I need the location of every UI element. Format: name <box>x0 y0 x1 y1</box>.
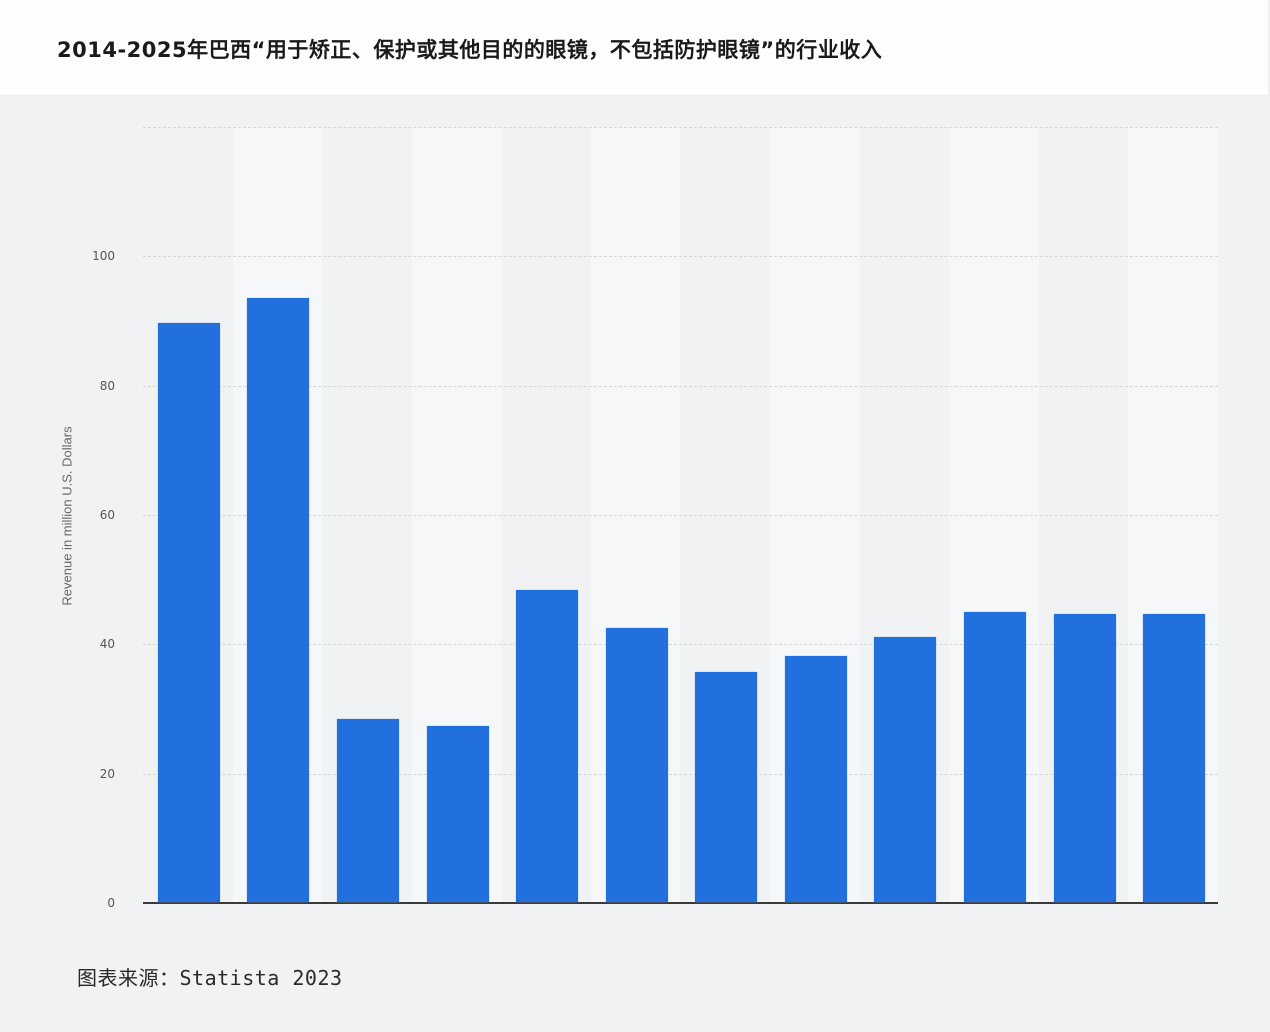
bar-2021[interactable] <box>784 655 847 902</box>
gridline <box>143 515 1218 516</box>
gridline <box>143 385 1218 387</box>
bar-2025[interactable] <box>1143 613 1206 902</box>
gridline <box>143 773 1218 775</box>
bar-2020[interactable] <box>695 672 758 902</box>
gridline <box>143 644 1218 646</box>
bar-2016[interactable] <box>336 719 399 902</box>
x-axis-baseline <box>143 902 1218 904</box>
source-note: 图表来源：Statista 2023 <box>77 966 343 990</box>
bar-2022[interactable] <box>874 636 937 902</box>
gridline <box>143 256 1218 258</box>
plot-area <box>143 127 1218 904</box>
bar-2014[interactable] <box>157 323 220 902</box>
title-header: 2014-2025年巴西“用于矫正、保护或其他目的的眼镜，不包括防护眼镜”的行业… <box>0 0 1268 96</box>
y-tick-label: 80 <box>99 378 115 393</box>
y-tick-label: 100 <box>92 249 115 264</box>
y-tick-label: 20 <box>99 766 115 781</box>
bar-2017[interactable] <box>426 726 489 902</box>
gridline <box>143 127 1218 128</box>
bar-2018[interactable] <box>516 589 579 902</box>
bar-2024[interactable] <box>1053 613 1116 902</box>
y-tick-label: 60 <box>99 508 115 522</box>
y-tick-label: 40 <box>99 637 115 652</box>
bar-2023[interactable] <box>964 611 1027 902</box>
bar-2015[interactable] <box>247 298 310 902</box>
y-tick-label: 0 <box>107 896 115 910</box>
bar-2019[interactable] <box>605 628 668 902</box>
chart-title: 2014-2025年巴西“用于矫正、保护或其他目的的眼镜，不包括防护眼镜”的行业… <box>57 38 883 62</box>
